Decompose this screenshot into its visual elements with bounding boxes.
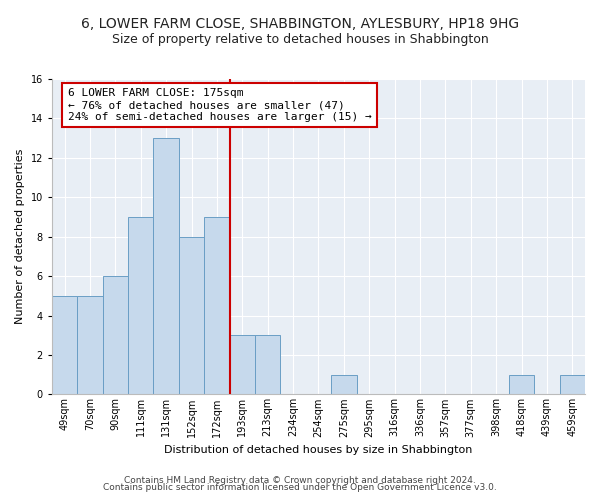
Text: 6, LOWER FARM CLOSE, SHABBINGTON, AYLESBURY, HP18 9HG: 6, LOWER FARM CLOSE, SHABBINGTON, AYLESB… [81,18,519,32]
Text: Contains public sector information licensed under the Open Government Licence v3: Contains public sector information licen… [103,484,497,492]
X-axis label: Distribution of detached houses by size in Shabbington: Distribution of detached houses by size … [164,445,473,455]
Bar [52,296,77,394]
Bar [230,336,255,394]
Text: Size of property relative to detached houses in Shabbington: Size of property relative to detached ho… [112,32,488,46]
Y-axis label: Number of detached properties: Number of detached properties [15,149,25,324]
Bar [154,138,179,394]
Bar [128,217,154,394]
Text: Contains HM Land Registry data © Crown copyright and database right 2024.: Contains HM Land Registry data © Crown c… [124,476,476,485]
Bar [179,236,204,394]
Bar [509,374,534,394]
Bar [255,336,280,394]
Bar [560,374,585,394]
Bar [204,217,230,394]
Bar [103,276,128,394]
Text: 6 LOWER FARM CLOSE: 175sqm
← 76% of detached houses are smaller (47)
24% of semi: 6 LOWER FARM CLOSE: 175sqm ← 76% of deta… [68,88,371,122]
Bar [331,374,356,394]
Bar [77,296,103,394]
